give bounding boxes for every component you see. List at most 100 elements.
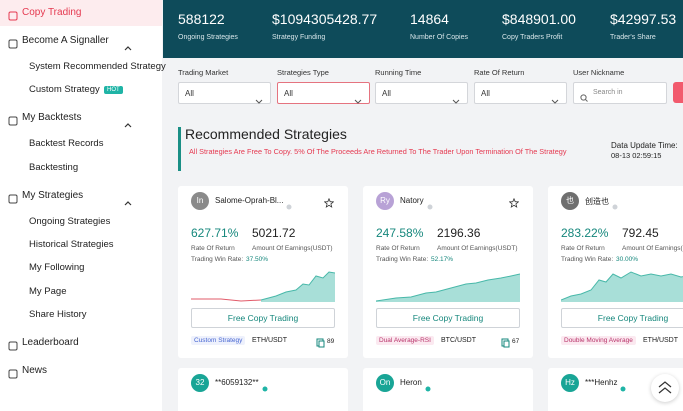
avatar: 32 <box>191 374 209 392</box>
filter-label: Strategies Type <box>277 68 329 77</box>
return-value: 247.58% <box>376 226 424 240</box>
trader-name: 创造也 <box>585 197 609 206</box>
copy-button[interactable]: Free Copy Trading <box>191 308 335 328</box>
star-icon <box>508 195 520 208</box>
earnings-value: 2196.36 <box>437 226 481 240</box>
stat-label: Number Of Copies <box>410 34 468 41</box>
filter-box[interactable]: Search in <box>573 82 667 104</box>
search-icon <box>580 89 588 102</box>
filter-box[interactable]: All <box>375 82 468 104</box>
nav-icon-svg <box>8 194 18 204</box>
sparkline-svg <box>375 273 521 302</box>
nav-subitem[interactable]: System Recommended Strategy <box>29 61 166 72</box>
nav-icon-svg <box>8 341 18 351</box>
return-value: 627.71% <box>191 226 239 240</box>
nav-icon <box>8 366 18 379</box>
filter-box[interactable]: All <box>474 82 567 104</box>
verified-icon <box>620 379 626 392</box>
sparkline <box>560 266 683 302</box>
stat-label: Copy Traders Profit <box>502 34 563 41</box>
update-time: 08-13 02:59:15 <box>611 151 662 160</box>
avatar: Hz <box>561 374 579 392</box>
sparkline <box>375 266 521 302</box>
win-value: 37.50% <box>246 256 269 263</box>
earnings-label: Amount Of Earnings(USDT) <box>437 245 518 252</box>
earnings-label: Amount Of Earnings(USDT) <box>252 245 333 252</box>
strategy-card[interactable]: On Heron <box>363 368 533 411</box>
strategy-card[interactable]: 也创造也 283.22% 792.45 Rate Of Return Amount Of… <box>548 186 683 358</box>
return-label: Rate Of Return <box>376 245 420 252</box>
win-value: 52.17% <box>431 256 454 263</box>
nav-caret-svg <box>124 200 132 206</box>
scroll-top-icon <box>658 381 672 394</box>
verified-icon <box>262 379 268 392</box>
sparkline-svg <box>191 271 336 302</box>
nav-subitem[interactable]: My Following <box>29 262 85 274</box>
search-placeholder: Search in <box>593 89 623 96</box>
filter-box[interactable]: All <box>277 82 370 104</box>
trader-name: **6059132** <box>215 378 259 387</box>
nav-item[interactable]: My Backtests <box>22 112 82 124</box>
stat-value: $42997.53 <box>610 11 677 27</box>
nav-subitem[interactable]: Share History <box>29 308 87 320</box>
pair: ETH/USDT <box>252 337 287 344</box>
filter-caret-svg <box>354 99 362 104</box>
earnings-label: Amount Of Earnings(USDT) <box>622 245 683 252</box>
nav-icon <box>8 113 18 126</box>
copies-icon <box>501 335 510 348</box>
filter-caret-svg <box>255 99 263 104</box>
filter-label: Rate Of Return <box>474 68 525 77</box>
strategy-tag: Double Moving Average <box>561 336 636 345</box>
stats-bar <box>163 0 683 58</box>
stat-value: $1094305428.77 <box>272 11 378 27</box>
copy-button[interactable]: Free Copy Trading <box>376 308 520 328</box>
nav-item[interactable]: Copy Trading <box>22 7 82 18</box>
nav-subitem[interactable]: Backtesting <box>29 161 79 173</box>
nav-subitem[interactable]: Historical Strategies <box>29 238 114 250</box>
strategy-card[interactable]: In Salome-Oprah-Bl... 627.71% 5021.72 Rate O… <box>178 186 348 358</box>
nav-icon-svg <box>8 116 18 126</box>
verified-icon <box>427 197 433 210</box>
copies-count: 89 <box>327 338 335 345</box>
stat-label: Strategy Funding <box>272 34 326 41</box>
copies-icon-svg <box>316 338 325 348</box>
strategy-card[interactable]: 32 **6059132** <box>178 368 348 411</box>
win-value: 30.00% <box>616 256 639 263</box>
nav-subitem[interactable]: Backtest Records <box>29 138 104 150</box>
avatar: In <box>191 192 209 210</box>
verified-icon-svg <box>427 204 433 210</box>
verified-icon <box>286 197 292 210</box>
stat-label: Trader's Share <box>610 34 656 41</box>
nav-item[interactable]: News <box>22 364 48 376</box>
filter-value: All <box>284 89 293 98</box>
nav-item[interactable]: Become A Signaller <box>22 35 109 46</box>
nav-item[interactable]: My Strategies <box>22 189 84 201</box>
earnings-value: 5021.72 <box>252 226 296 240</box>
nav-icon-svg <box>8 11 18 21</box>
search-icon-svg <box>580 94 588 102</box>
verified-icon-svg <box>262 386 268 392</box>
nav-subitem[interactable]: My Page <box>29 285 67 297</box>
filter-box[interactable]: All <box>178 82 271 104</box>
filter-label: Trading Market <box>178 68 229 77</box>
nav-subitem[interactable]: Ongoing Strategies <box>29 215 111 227</box>
nav-item[interactable]: Leaderboard <box>22 336 79 348</box>
avatar: 也 <box>561 192 579 210</box>
nav-caret <box>124 193 132 206</box>
stat-value: 588122 <box>178 11 225 27</box>
nav-icon-svg <box>8 369 18 379</box>
sparkline <box>191 266 336 302</box>
trader-name: Salome-Oprah-Bl... <box>215 196 284 205</box>
filter-value: All <box>481 89 490 98</box>
search-button[interactable] <box>673 82 683 103</box>
stat-label: Ongoing Strategies <box>178 34 238 41</box>
strategy-card[interactable]: Ry Natory 247.58% 2196.36 Rate Of Return Amou… <box>363 186 533 358</box>
strategy-tag: Custom Strategy <box>191 336 246 345</box>
nav-subitem[interactable]: Custom Strategy <box>29 84 100 96</box>
scroll-top[interactable] <box>651 374 679 402</box>
star-icon-svg <box>323 197 335 208</box>
stat-value: $848901.00 <box>502 11 576 27</box>
copy-button[interactable]: Free Copy Trading <box>561 308 683 328</box>
filter-caret <box>255 91 263 104</box>
